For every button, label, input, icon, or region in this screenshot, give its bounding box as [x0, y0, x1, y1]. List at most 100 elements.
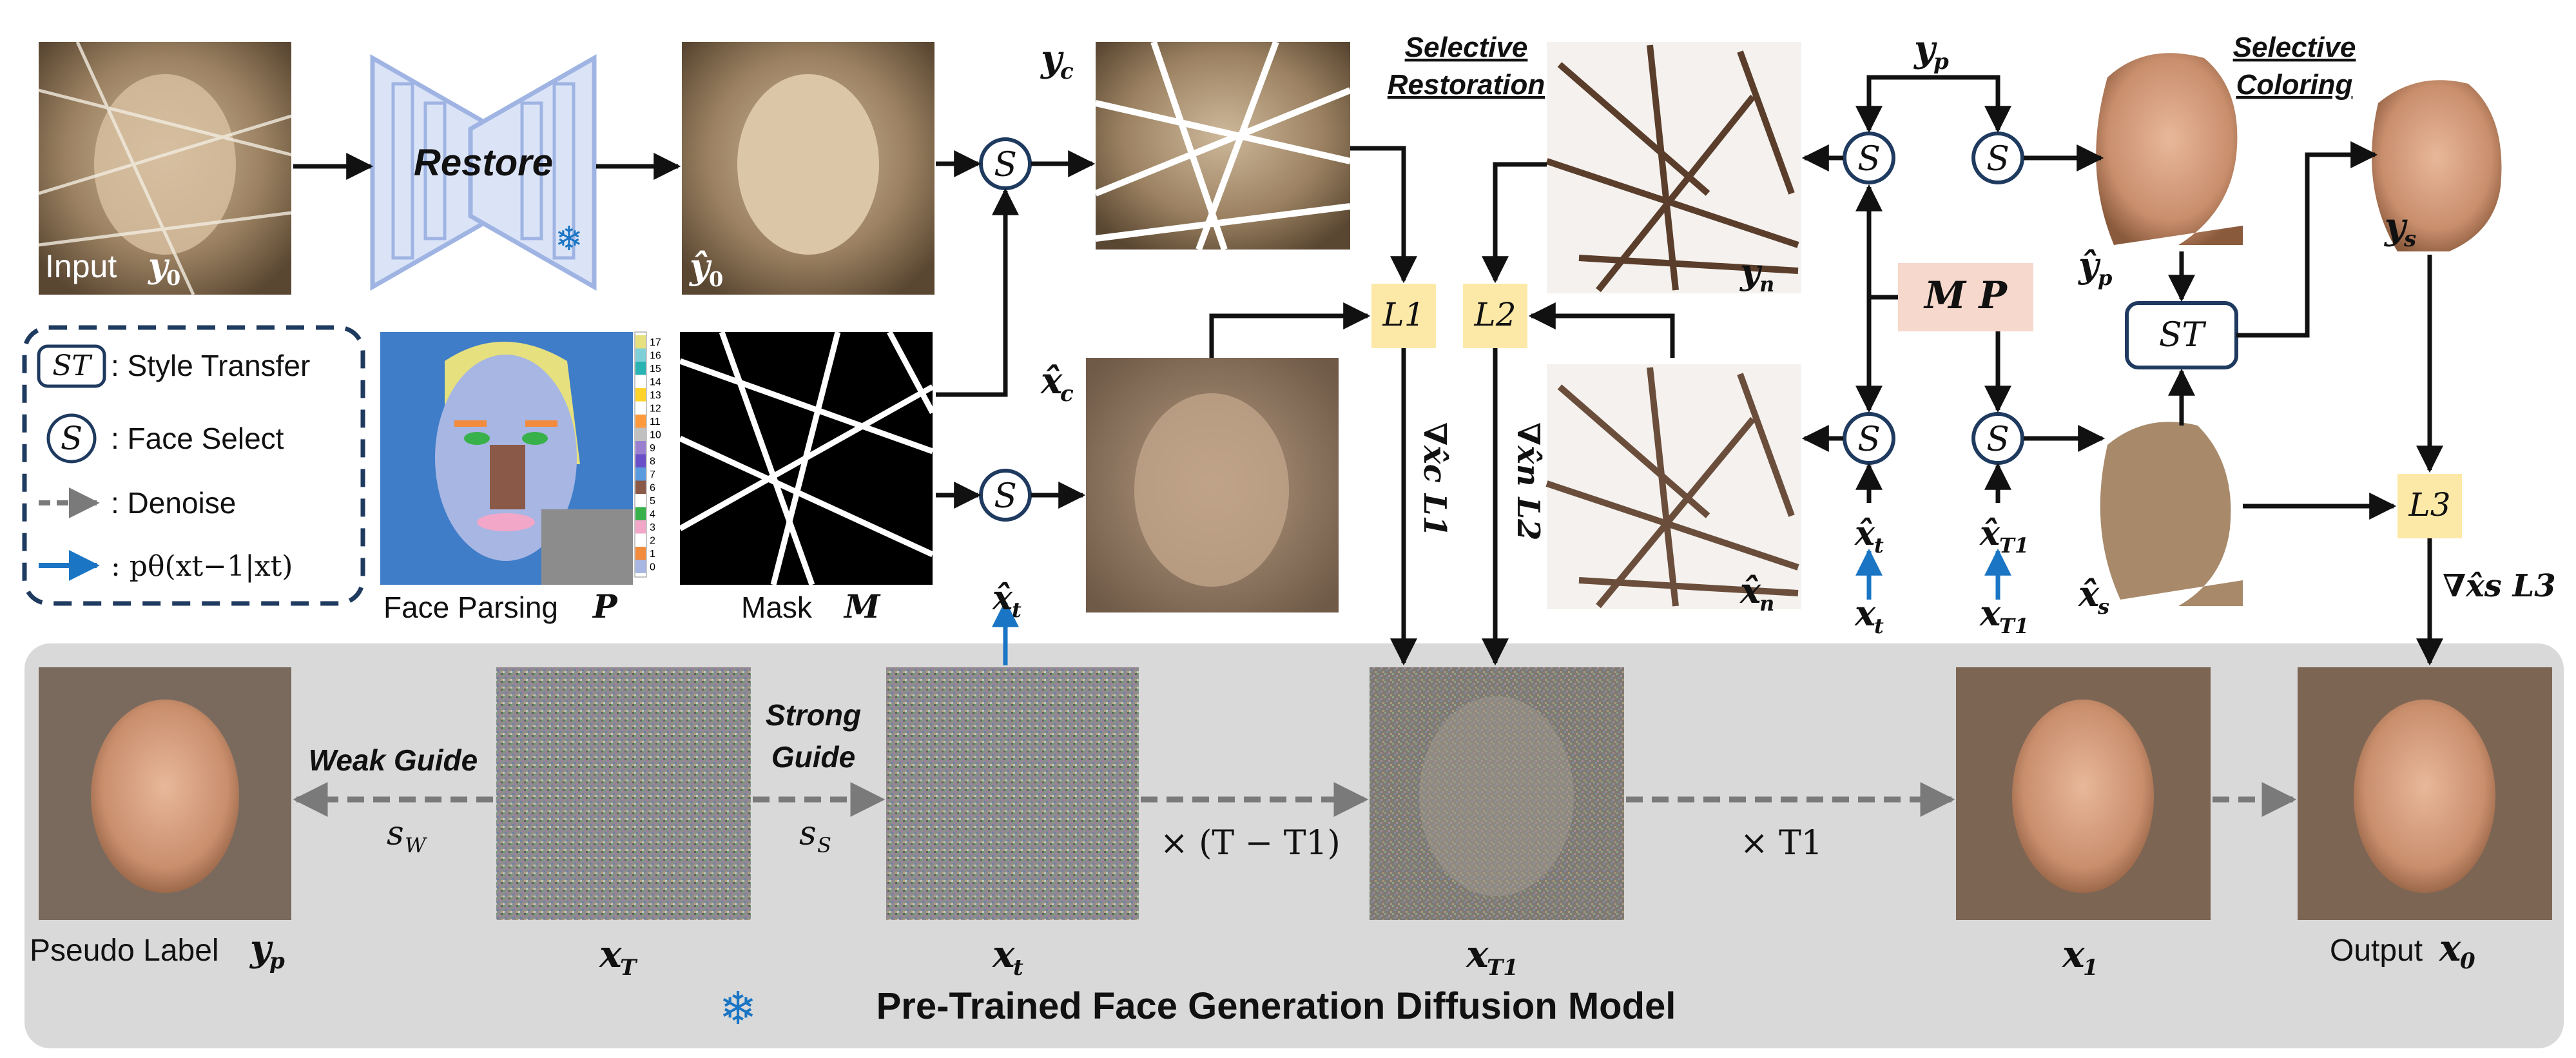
parsing-colorbar-tick: 7 — [650, 469, 655, 480]
selective-restoration-line1: Selective — [1405, 32, 1528, 63]
restore-label: Restore — [414, 142, 553, 184]
loss-l3: L3 — [2408, 486, 2450, 524]
parsing-colorbar-swatch — [635, 454, 646, 467]
parsing-colorbar-tick: 13 — [650, 390, 661, 401]
parsing-colorbar-tick: 4 — [650, 509, 655, 520]
ss-subscript: S — [817, 833, 831, 857]
face-select-node-yp — [1971, 132, 2024, 184]
parsing-colorbar-swatch — [635, 348, 646, 362]
parsing-colorbar-tick: 8 — [650, 456, 655, 467]
face-parsing-image — [380, 331, 647, 585]
xT1-hat-symbol: x̂ — [1979, 514, 2000, 553]
times-t-minus-t1: × (T − T1) — [1160, 824, 1341, 863]
xc-symbol: x̂ — [1040, 360, 1063, 402]
legend-denoise-text: : Denoise — [111, 486, 236, 520]
legend: ST : Style Transfer S : Face Select : De… — [22, 325, 365, 606]
xT-subscript: T — [620, 955, 638, 981]
strong-guide-line1: Strong — [766, 698, 861, 732]
xT1-hat-subscript: T1 — [1999, 533, 2029, 558]
parsing-colorbar-tick: 0 — [650, 562, 655, 573]
parsing-colorbar-swatch — [635, 520, 646, 534]
input-image — [38, 41, 292, 296]
parsing-colorbar-tick: 10 — [650, 430, 661, 441]
face-select-node-yn — [1843, 132, 1895, 184]
parsing-colorbar-swatch — [635, 388, 646, 402]
parsing-colorbar-tick: 5 — [650, 496, 655, 507]
strong-guide-line2: Guide — [771, 740, 855, 774]
xt-subscript: t — [1013, 955, 1023, 981]
xt-hat-right-symbol: x̂ — [1854, 514, 1875, 553]
output-image — [2298, 667, 2552, 920]
yp-hat-symbol: ŷ — [2078, 244, 2101, 286]
xn-subscript: n — [1759, 591, 1774, 616]
xt-hat-left-symbol: x̂ — [992, 578, 1013, 618]
grad-l1-label: ∇x̂c L1 — [1417, 422, 1453, 537]
parsing-colorbar-swatch — [635, 547, 646, 560]
pseudo-label-subscript: p — [269, 948, 285, 974]
times-t1: × T1 — [1740, 824, 1823, 863]
yc-symbol: y — [1040, 37, 1064, 80]
xc-image — [1086, 358, 1339, 612]
sw-symbol: s — [387, 814, 404, 853]
ys-symbol: y — [2383, 205, 2408, 248]
parsing-colorbar-swatch — [635, 467, 646, 481]
input-label: Input — [45, 248, 117, 284]
parsing-colorbar-tick: 14 — [650, 377, 661, 388]
yp-hat-image — [2096, 53, 2243, 245]
ss-symbol: s — [799, 814, 817, 853]
ys-subscript: s — [2403, 226, 2416, 252]
restore-network — [370, 54, 597, 291]
parsing-colorbar-swatch — [635, 375, 646, 388]
xs-symbol: x̂ — [2078, 573, 2100, 614]
mp-symbol: M P — [1923, 273, 2008, 317]
xt-hat-left-subscript: t — [1012, 598, 1022, 622]
yn-subscript: n — [1759, 272, 1774, 297]
sw-subscript: W — [405, 833, 428, 857]
xT-noise-image — [496, 667, 751, 920]
input-subscript: 0 — [166, 266, 180, 290]
output-subscript: 0 — [2460, 948, 2475, 974]
parsing-colorbar-tick: 1 — [650, 549, 655, 560]
snowflake-icon-title: ❄ — [719, 983, 757, 1034]
yn-symbol: y — [1739, 251, 1763, 292]
parsing-colorbar-tick: 6 — [650, 483, 655, 494]
face-select-symbol-xs: S — [1986, 420, 2009, 459]
legend-st-text: : Style Transfer — [111, 349, 310, 382]
parsing-colorbar-tick: 15 — [650, 364, 661, 375]
yc-image — [1094, 41, 1351, 251]
mp-box — [1898, 263, 2033, 331]
face-select-symbol-yc: S — [994, 146, 1017, 184]
grad-l3-label: ∇x̂s L3 — [2443, 568, 2556, 604]
xT-symbol: x — [598, 932, 623, 976]
parsing-colorbar-tick: 11 — [650, 416, 661, 427]
weak-guide-label: Weak Guide — [309, 743, 478, 777]
pseudo-label-image — [39, 667, 291, 920]
pseudo-label-text: Pseudo Label — [30, 934, 219, 968]
output-symbol: x — [2439, 927, 2461, 970]
x1-symbol: x — [2061, 932, 2086, 976]
face-select-symbol-xn: S — [1857, 420, 1881, 459]
parsing-colorbar-swatch — [635, 401, 646, 415]
parsing-colorbar-swatch — [635, 335, 646, 349]
yn-image — [1545, 42, 1801, 293]
xT1-symbol: x — [1465, 932, 1489, 976]
parsing-colorbar-tick: 3 — [650, 522, 655, 533]
yhat0-subscript: 0 — [709, 267, 723, 291]
loss-box-l2 — [1463, 284, 1527, 348]
ys-image — [2372, 80, 2502, 252]
loss-l2: L2 — [1473, 296, 1516, 333]
parsing-colorbar-swatch — [635, 494, 646, 507]
loss-box-l3 — [2397, 474, 2462, 538]
x1-subscript: 1 — [2083, 955, 2098, 981]
xT1-noise-image — [1370, 667, 1624, 920]
face-select-symbol-xc: S — [994, 477, 1017, 516]
xs-image — [2100, 422, 2243, 606]
yp-hat-subscript: p — [2098, 266, 2112, 290]
mask-image — [678, 330, 935, 586]
face-select-symbol-yp: S — [1986, 140, 2009, 179]
parsing-colorbar-tick: 9 — [650, 443, 655, 454]
parsing-colorbar-swatch — [635, 560, 646, 573]
loss-l1: L1 — [1382, 296, 1424, 333]
